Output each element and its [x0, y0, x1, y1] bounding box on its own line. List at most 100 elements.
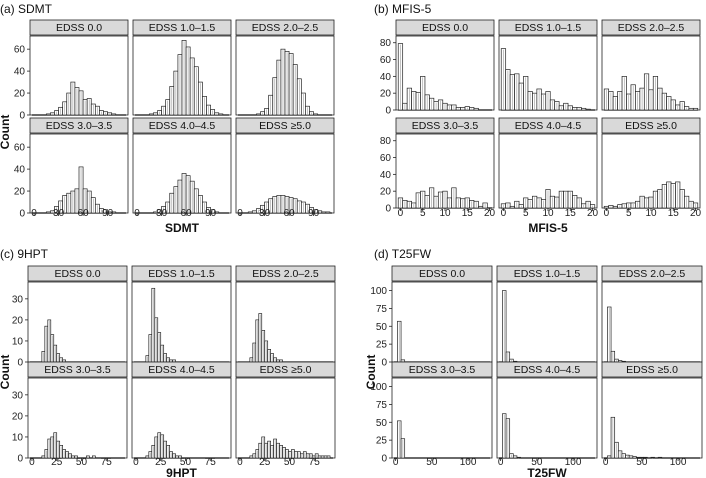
- y-tick-label: 10: [12, 432, 24, 443]
- x-tick-label: 5: [626, 208, 632, 219]
- y-tick-label: 100: [370, 382, 387, 393]
- facet-strip: [132, 117, 232, 134]
- y-tick-label: 10: [12, 336, 24, 347]
- facet-label: EDSS 0.0: [422, 22, 468, 34]
- x-tick-label: 0: [29, 457, 35, 468]
- chart-title: (a) SDMT: [0, 2, 53, 16]
- histogram-bar: [247, 211, 253, 214]
- facet-panel: EDSS 2.0–2.5: [235, 19, 335, 116]
- facet-panel: EDSS 3.0–3.5 0 25 50 75 100 0 50 100: [370, 361, 493, 468]
- facet-strip: [27, 361, 128, 378]
- facet-label: EDSS 4.0–4.5: [149, 120, 216, 132]
- facet-strip: [395, 117, 495, 134]
- facet-strip: [132, 19, 232, 36]
- histogram-bar: [45, 113, 51, 116]
- histogram-bar: [148, 113, 154, 116]
- histogram-bar: [313, 113, 319, 116]
- facet-label: EDSS 3.0–3.5: [409, 364, 476, 376]
- y-tick-label: 0: [19, 209, 25, 220]
- facet-panel: EDSS 4.0–4.5 0 30 60 90: [132, 117, 232, 219]
- x-tick-label: 75: [309, 457, 321, 468]
- x-tick-label: 0: [133, 457, 139, 468]
- x-tick-label: 15: [565, 208, 577, 219]
- y-tick-label: 0: [385, 204, 391, 215]
- x-tick-label: 20: [690, 208, 702, 219]
- facet-strip: [29, 19, 129, 36]
- x-axis-title: SDMT: [165, 221, 200, 235]
- x-tick-label: 60: [284, 208, 296, 219]
- facet-panel: EDSS 4.0–4.5 0 25 50 75: [131, 361, 232, 468]
- facet-frame: [27, 281, 128, 363]
- facet-strip: [131, 361, 232, 378]
- facet-panel: EDSS 0.0 0 20 40 60: [14, 19, 129, 122]
- x-tick-label: 50: [180, 457, 192, 468]
- x-tick-label: 15: [668, 208, 680, 219]
- histogram-bar: [45, 211, 51, 214]
- histogram-bar: [657, 456, 663, 459]
- facet-panel: EDSS ≥5.0 0 25 50 75: [235, 361, 336, 468]
- x-tick-label: 50: [284, 457, 296, 468]
- x-tick-label: 100: [460, 457, 477, 468]
- facet-strip: [235, 265, 336, 282]
- y-tick-label: 0: [381, 454, 387, 465]
- histogram-bar: [256, 113, 261, 116]
- facet-label: EDSS 3.0–3.5: [44, 364, 111, 376]
- facet-frame: [496, 377, 598, 459]
- y-tick-label: 20: [12, 315, 24, 326]
- y-tick-label: 20: [12, 411, 24, 422]
- y-tick-label: 20: [14, 89, 26, 100]
- facet-strip: [131, 265, 232, 282]
- histogram-bar: [650, 456, 655, 459]
- facet-label: EDSS 0.0: [56, 22, 102, 34]
- facet-panel: EDSS ≥5.0 0 50 100: [601, 361, 703, 468]
- facet-strip: [395, 19, 495, 36]
- y-tick-label: 25: [376, 340, 388, 351]
- facet-panel: EDSS 4.0–4.5 0 5 10 15 20: [498, 117, 599, 219]
- x-tick-label: 30: [53, 208, 65, 219]
- facet-panel: EDSS ≥5.0 0 30 60 90: [235, 117, 335, 219]
- facet-panel: EDSS 4.0–4.5 0 50 100: [496, 361, 598, 468]
- facet-frame: [27, 377, 128, 459]
- facet-label: EDSS 4.0–4.5: [514, 364, 581, 376]
- x-tick-label: 10: [439, 208, 451, 219]
- x-tick-label: 100: [565, 457, 582, 468]
- y-tick-label: 60: [14, 45, 26, 56]
- facet-label: EDSS ≥5.0: [626, 364, 678, 376]
- y-tick-label: 80: [380, 38, 392, 49]
- x-axis-title: 9HPT: [166, 466, 197, 478]
- y-tick-label: 75: [376, 400, 388, 411]
- facet-panel: EDSS 1.0–1.5: [132, 19, 232, 116]
- x-tick-label: 25: [259, 457, 271, 468]
- facet-label: EDSS ≥5.0: [625, 120, 677, 132]
- facet-label: EDSS ≥5.0: [259, 120, 311, 132]
- facet-panel: EDSS 2.0–2.5: [601, 265, 703, 363]
- x-tick-label: 5: [420, 208, 426, 219]
- facet-panel: EDSS 1.0–1.5: [498, 19, 598, 111]
- facet-strip: [235, 19, 335, 36]
- facet-panel: EDSS ≥5.0 0 5 10 15 20: [601, 117, 702, 219]
- facet-label: EDSS 1.0–1.5: [149, 22, 216, 34]
- x-tick-label: 50: [531, 457, 543, 468]
- facet-panel: EDSS 1.0–1.5: [131, 265, 232, 363]
- facet-panel: EDSS 3.0–3.5 0 10 20 30 0 25 50 75: [12, 361, 128, 468]
- facet-strip: [27, 265, 128, 282]
- x-tick-label: 30: [259, 208, 271, 219]
- chart-b: (b) MFIS-5 EDSS 0.0 0 20 40 60 80 EDSS 1.0–1.5 E…: [374, 2, 702, 235]
- histogram-bar: [218, 113, 224, 116]
- y-axis-title: Count: [364, 355, 378, 390]
- y-tick-label: 80: [380, 136, 392, 147]
- facet-label: EDSS ≥5.0: [260, 364, 312, 376]
- histogram-bar: [321, 211, 327, 214]
- y-tick-label: 75: [376, 304, 388, 315]
- facet-label: EDSS 4.0–4.5: [148, 364, 215, 376]
- y-tick-label: 60: [380, 153, 392, 164]
- facet-strip: [496, 361, 598, 378]
- x-tick-label: 0: [31, 208, 37, 219]
- facet-label: EDSS 1.0–1.5: [514, 268, 581, 280]
- facet-strip: [235, 361, 336, 378]
- facet-label: EDSS 2.0–2.5: [252, 268, 319, 280]
- facet-strip: [391, 361, 493, 378]
- facet-strip: [235, 117, 335, 134]
